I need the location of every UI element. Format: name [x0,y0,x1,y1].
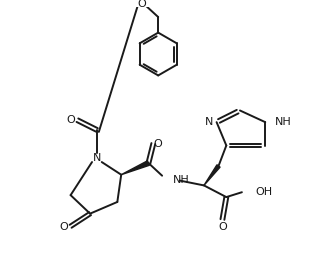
Text: O: O [154,139,163,149]
Polygon shape [121,161,149,175]
Polygon shape [204,165,220,185]
Text: NH: NH [173,174,190,185]
Text: O: O [137,0,146,9]
Text: O: O [60,222,68,232]
Text: O: O [66,115,75,125]
Text: N: N [205,117,213,127]
Text: OH: OH [256,187,273,197]
Text: O: O [218,222,227,232]
Text: N: N [93,153,101,163]
Text: NH: NH [275,117,292,127]
